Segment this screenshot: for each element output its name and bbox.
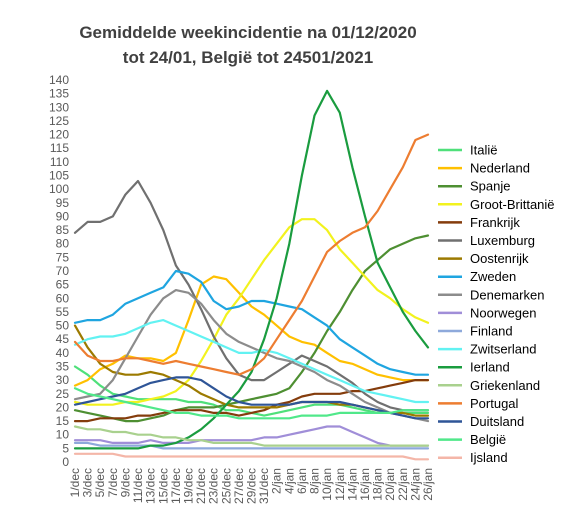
legend-label-griekenland: Griekenland xyxy=(470,378,540,393)
series-line-portugal xyxy=(73,133,430,376)
x-tick-label: 29/dec xyxy=(245,468,259,504)
legend-label-frankrijk: Frankrijk xyxy=(470,215,520,230)
legend-label-ijsland: Ijsland xyxy=(470,450,508,465)
y-tick-label: 10 xyxy=(56,428,70,442)
legend-label-oostenrijk: Oostenrijk xyxy=(470,251,529,266)
series-line-frankrijk xyxy=(73,379,430,423)
y-tick-label: 5 xyxy=(62,441,69,455)
legend-label-ierland: Ierland xyxy=(470,360,510,375)
series-line-duitsland xyxy=(73,376,430,420)
legend-label-portugal: Portugal xyxy=(470,396,519,411)
x-tick-label: 15/dec xyxy=(156,468,170,504)
series-line-zwitserland xyxy=(73,319,430,404)
y-tick-label: 15 xyxy=(56,414,70,428)
legend-label-luxemburg: Luxemburg xyxy=(470,233,535,248)
x-tick-label: 27/dec xyxy=(232,468,246,504)
y-tick-label: 40 xyxy=(56,346,70,360)
x-tick-label: 31/dec xyxy=(257,468,271,504)
x-tick-label: 7/dec xyxy=(106,468,120,497)
legend-label-zwitserland: Zwitserland xyxy=(470,342,536,357)
legend-label-zweden: Zweden xyxy=(470,269,516,284)
y-tick-label: 80 xyxy=(56,237,70,251)
y-tick-label: 60 xyxy=(56,291,70,305)
y-tick-label: 100 xyxy=(49,182,69,196)
y-tick-label: 135 xyxy=(49,87,69,101)
y-tick-label: 35 xyxy=(56,360,70,374)
y-tick-label: 140 xyxy=(49,73,69,87)
x-tick-label: 18/jan xyxy=(371,468,385,501)
series-line-zweden xyxy=(73,269,430,376)
legend-label-groot-brittanie: Groot-Brittanië xyxy=(470,197,555,212)
x-tick-label: 26/jan xyxy=(421,468,435,501)
y-tick-label: 50 xyxy=(56,319,70,333)
x-tick-label: 2/jan xyxy=(270,468,284,494)
series-line-ierland xyxy=(73,89,430,450)
plot-area xyxy=(73,89,430,461)
legend-label-denemarken: Denemarken xyxy=(470,287,544,302)
legend-label-italie: Italië xyxy=(470,143,497,158)
x-tick-label: 24/jan xyxy=(408,468,422,501)
legend-label-finland: Finland xyxy=(470,324,513,339)
y-tick-label: 130 xyxy=(49,100,69,114)
y-tick-label: 110 xyxy=(50,155,69,169)
y-tick-label: 85 xyxy=(56,223,70,237)
x-tick-label: 23/dec xyxy=(207,468,221,504)
legend-label-belgie: België xyxy=(470,432,506,447)
y-tick-label: 90 xyxy=(56,209,70,223)
legend: Italië Nederland Spanje Groot-Brittanië Fran… xyxy=(438,143,555,465)
x-tick-label: 6/jan xyxy=(295,468,309,494)
y-tick-label: 25 xyxy=(56,387,70,401)
series-line-ijsland xyxy=(73,452,430,461)
x-tick-label: 9/dec xyxy=(118,468,132,497)
x-tick-label: 12/jan xyxy=(333,468,347,501)
y-tick-label: 30 xyxy=(56,373,70,387)
series-line-griekenland xyxy=(73,425,430,447)
series-line-denemarken xyxy=(73,289,430,423)
x-tick-label: 14/jan xyxy=(345,468,359,501)
y-tick-label: 70 xyxy=(56,264,70,278)
x-tick-label: 22/jan xyxy=(396,468,410,501)
y-axis: 0510152025303540455055606570758085909510… xyxy=(49,73,69,469)
y-tick-label: 115 xyxy=(50,141,69,155)
chart-title-line-1: Gemiddelde weekincidentie na 01/12/2020 xyxy=(79,23,416,42)
x-tick-label: 5/dec xyxy=(93,468,107,497)
y-tick-label: 20 xyxy=(56,400,70,414)
x-axis: 1/dec3/dec5/dec7/dec9/dec11/dec13/dec15/… xyxy=(68,468,435,504)
legend-label-duitsland: Duitsland xyxy=(470,414,524,429)
x-tick-label: 17/dec xyxy=(169,468,183,504)
y-tick-label: 125 xyxy=(49,114,69,128)
series-line-luxemburg xyxy=(73,179,430,412)
y-tick-label: 105 xyxy=(49,169,69,183)
chart-title-line-2: tot 24/01, België tot 24501/2021 xyxy=(123,48,373,67)
x-tick-label: 21/dec xyxy=(194,468,208,504)
y-tick-label: 95 xyxy=(56,196,70,210)
legend-label-spanje: Spanje xyxy=(470,179,510,194)
y-tick-label: 0 xyxy=(62,455,69,469)
x-tick-label: 19/dec xyxy=(181,468,195,504)
y-tick-label: 45 xyxy=(56,332,70,346)
series-line-belgie xyxy=(73,387,430,420)
series-line-spanje xyxy=(73,234,430,423)
legend-label-nederland: Nederland xyxy=(470,161,530,176)
x-tick-label: 11/dec xyxy=(131,468,145,503)
series-line-noorwegen xyxy=(73,425,430,447)
y-tick-label: 120 xyxy=(49,128,69,142)
x-tick-label: 16/jan xyxy=(358,468,372,501)
x-tick-label: 13/dec xyxy=(144,468,158,504)
y-tick-label: 55 xyxy=(56,305,70,319)
x-tick-label: 4/jan xyxy=(282,468,296,494)
legend-label-noorwegen: Noorwegen xyxy=(470,305,537,320)
y-tick-label: 65 xyxy=(56,278,70,292)
series-line-groot-brittanie xyxy=(73,218,430,406)
x-tick-label: 8/jan xyxy=(308,468,322,494)
y-tick-label: 75 xyxy=(56,250,70,264)
x-tick-label: 1/dec xyxy=(68,468,82,497)
x-tick-label: 25/dec xyxy=(219,468,233,504)
series-line-finland xyxy=(73,441,430,450)
x-tick-label: 3/dec xyxy=(81,468,95,497)
x-tick-label: 10/jan xyxy=(320,468,334,501)
x-tick-label: 20/jan xyxy=(383,468,397,501)
